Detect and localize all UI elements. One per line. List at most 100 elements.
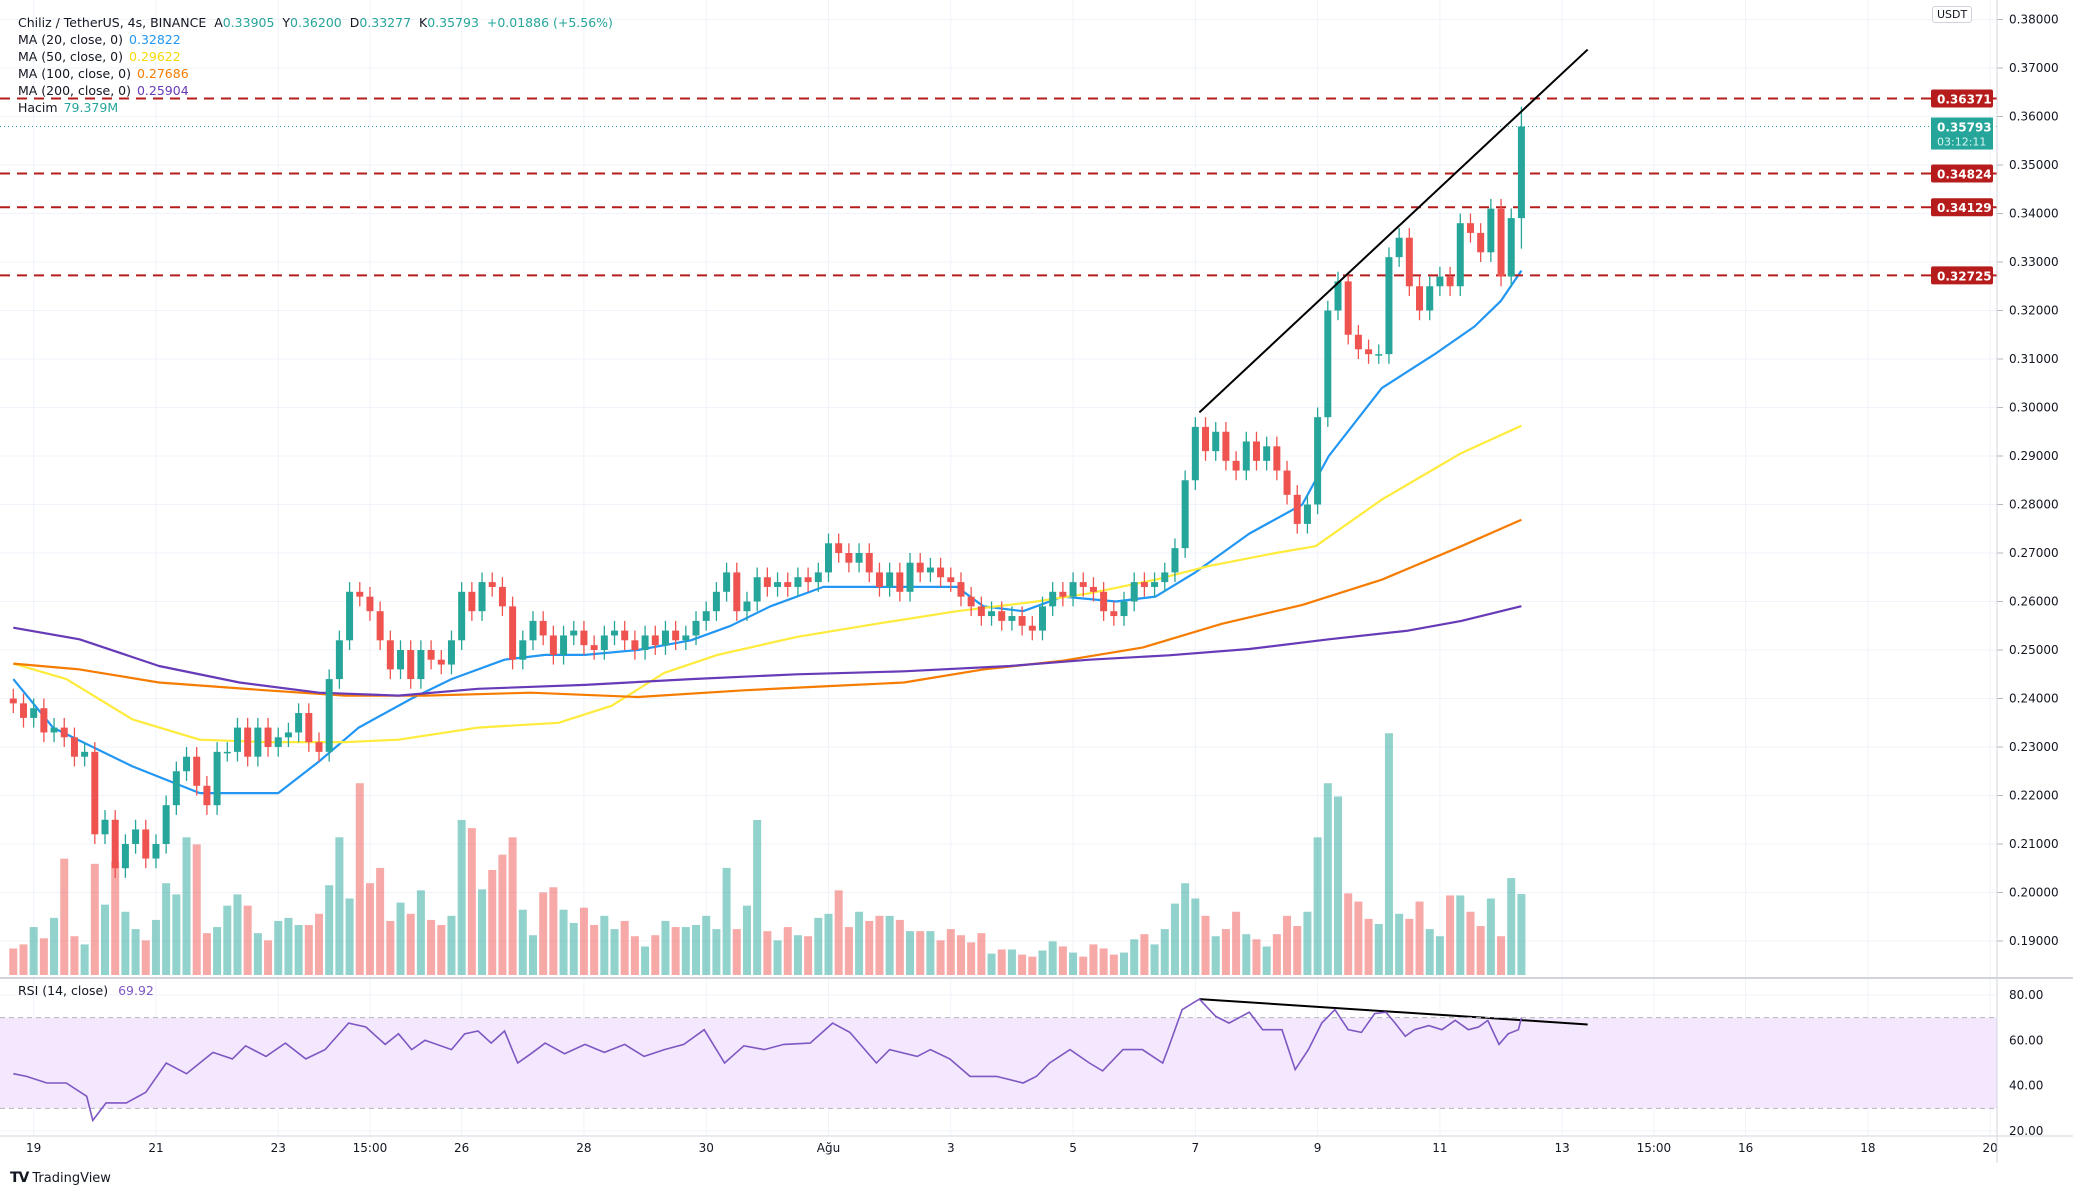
volume-bar — [141, 940, 150, 975]
horizontal-levels[interactable] — [0, 97, 1997, 277]
time-tick-label: 7 — [1192, 1141, 1200, 1155]
volume-bar — [539, 892, 548, 975]
low-label: D — [349, 15, 360, 30]
tradingview-logo[interactable]: TV TradingView — [10, 1170, 111, 1186]
candle-down — [580, 630, 588, 646]
trendlines[interactable] — [1198, 48, 1589, 1026]
candle-down — [947, 577, 955, 583]
candle-down — [1059, 591, 1067, 597]
volume-bar — [712, 929, 721, 975]
candle-up — [1436, 276, 1444, 287]
legend-ma100[interactable]: MA (100, close, 0) 0.27686 — [18, 65, 613, 82]
candle-down — [1110, 611, 1118, 617]
volume-bar — [1109, 954, 1118, 975]
volume-bar — [1232, 911, 1241, 975]
legend-ma50[interactable]: MA (50, close, 0) 0.29622 — [18, 48, 613, 65]
time-tick-label: 18 — [1860, 1141, 1875, 1155]
volume-bar — [895, 919, 904, 975]
currency-badge[interactable]: USDT — [1932, 6, 1973, 23]
candle-down — [9, 698, 17, 704]
volume-value: 79.379M — [63, 100, 119, 115]
candle-up — [397, 650, 405, 670]
volume-bar — [906, 931, 915, 975]
candle-up — [447, 640, 455, 665]
candle-down — [366, 596, 374, 612]
candle-up — [611, 630, 619, 636]
volume-bar — [956, 935, 965, 975]
high-value: 0.36200 — [290, 15, 342, 30]
ma200-line — [13, 605, 1522, 697]
time-tick-label: 15:00 — [353, 1141, 388, 1155]
volume-bar — [702, 915, 711, 975]
volume-bar — [590, 925, 599, 975]
volume-bar — [793, 935, 802, 975]
price-tick-label: 0.24000 — [2009, 692, 2059, 706]
volume-bar — [1425, 929, 1434, 975]
volume-bar — [967, 942, 976, 975]
volume-bar — [875, 915, 884, 975]
candle-down — [590, 645, 598, 650]
price-tick-label: 0.35000 — [2009, 158, 2059, 172]
candle-down — [967, 596, 975, 607]
volume-bar — [1456, 895, 1465, 975]
volume-bar — [804, 936, 813, 975]
volume-label: Hacim — [18, 100, 58, 115]
candle-up — [774, 582, 782, 587]
time-tick-label: 3 — [947, 1141, 955, 1155]
rsi-pane — [0, 998, 1997, 1123]
volume-bar — [1048, 941, 1057, 975]
close-value: 0.35793 — [427, 15, 479, 30]
ma200-value: 0.25904 — [136, 83, 189, 98]
volume-bar — [1507, 878, 1516, 975]
volume-bar — [1476, 926, 1485, 975]
legend-ma20[interactable]: MA (20, close, 0) 0.32822 — [18, 31, 613, 48]
volume-bar — [1028, 956, 1037, 975]
rsi-legend[interactable]: RSI (14, close) 69.92 — [18, 983, 154, 998]
candle-down — [1446, 276, 1454, 287]
candle-up — [1120, 601, 1128, 617]
chart-legend: Chiliz / TetherUS, 4s, BINANCE A0.33905 … — [18, 14, 613, 116]
volume-bar — [1517, 894, 1526, 975]
price-tick-label: 0.34000 — [2009, 207, 2059, 221]
volume-bar — [1395, 913, 1404, 975]
volume-bar — [1120, 952, 1129, 975]
legend-volume[interactable]: Hacim 79.379M — [18, 99, 613, 116]
volume-bar — [671, 927, 680, 975]
candle-up — [284, 732, 292, 738]
volume-bar — [508, 837, 517, 975]
volume-bar — [427, 919, 436, 975]
level-price-tag-label: 0.34129 — [1937, 201, 1992, 215]
time-tick-label: 5 — [1069, 1141, 1077, 1155]
volume-bar — [1160, 929, 1169, 975]
symbol-name[interactable]: Chiliz / TetherUS, 4s, BINANCE — [18, 15, 207, 30]
volume-bar — [447, 915, 456, 975]
candle-up — [600, 635, 608, 650]
volume-bar — [294, 925, 303, 975]
volume-bar — [111, 861, 120, 975]
candle-up — [560, 635, 568, 655]
ma20-value: 0.32822 — [129, 32, 181, 47]
candle-up — [30, 708, 38, 718]
volume-bar — [630, 936, 639, 975]
candle-up — [1242, 441, 1250, 471]
volume-bar — [182, 837, 191, 975]
candle-up — [1395, 237, 1403, 258]
candle-up — [794, 577, 802, 587]
candle-down — [264, 727, 272, 747]
candle-up — [1191, 426, 1199, 481]
volume-bar — [824, 913, 833, 975]
volume-bar — [253, 933, 262, 975]
candle-up — [825, 543, 832, 573]
legend-ma200[interactable]: MA (200, close, 0) 0.25904 — [18, 82, 613, 99]
time-tick-label: 19 — [26, 1141, 41, 1155]
volume-bar — [1140, 934, 1149, 975]
volume-bars — [9, 733, 1526, 975]
candle-up — [1049, 591, 1057, 607]
time-tick-label: 11 — [1432, 1141, 1447, 1155]
rsi-label: RSI (14, close) — [18, 983, 109, 998]
volume-bar — [1150, 944, 1159, 975]
price-tick-label: 0.25000 — [2009, 643, 2059, 657]
axes[interactable]: 0.19000 0.20000 0.21000 0.22000 0.23000 0.240… — [0, 0, 2073, 1163]
time-tick-label: 21 — [148, 1141, 163, 1155]
